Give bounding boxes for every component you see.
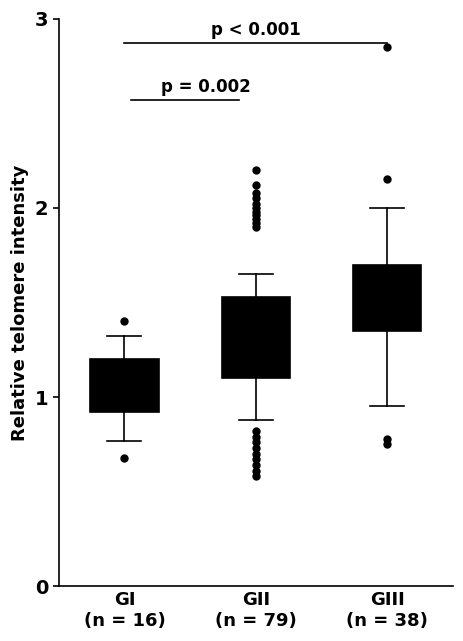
PathPatch shape xyxy=(90,359,158,412)
PathPatch shape xyxy=(352,265,420,331)
Y-axis label: Relative telomere intensity: Relative telomere intensity xyxy=(11,164,29,440)
Text: p = 0.002: p = 0.002 xyxy=(161,78,250,96)
Text: p < 0.001: p < 0.001 xyxy=(211,21,300,40)
PathPatch shape xyxy=(221,297,289,378)
